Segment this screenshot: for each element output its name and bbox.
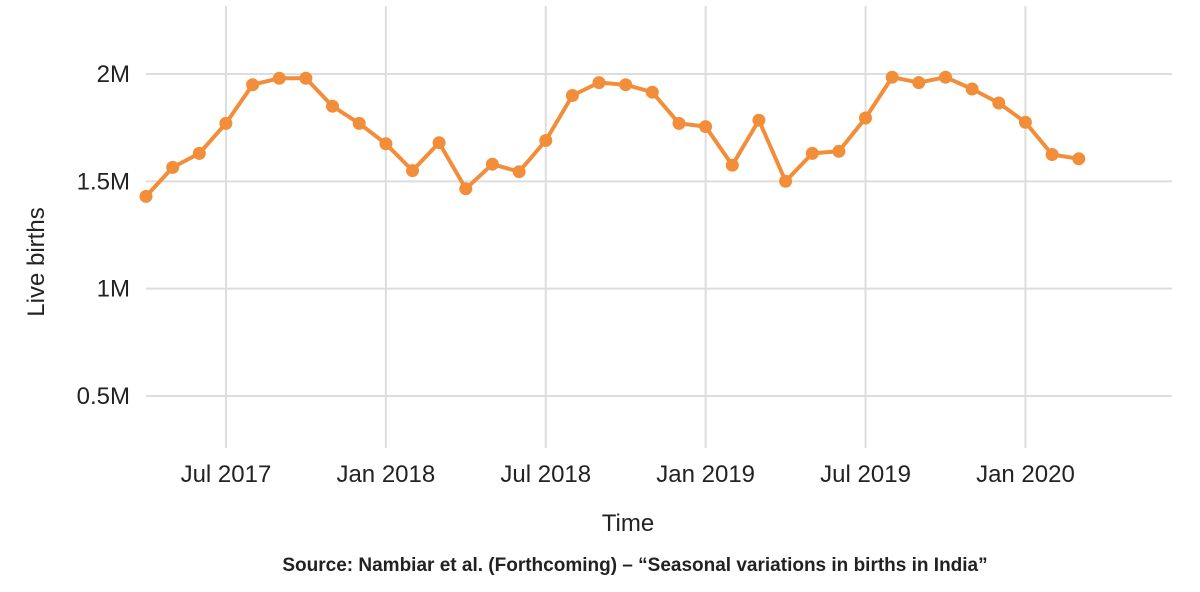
y-tick-label: 0.5M [77,383,130,410]
y-gridlines [146,73,1172,397]
data-point [672,116,686,130]
x-tick-labels: Jul 2017 Jan 2018 Jul 2018 Jan 2019 Jul 2019… [181,461,1075,488]
x-gridlines [224,6,1027,448]
data-point [619,78,633,92]
data-point [885,70,899,84]
x-tick-label: Jan 2020 [976,461,1075,488]
data-point [859,111,872,125]
data-point [805,146,819,160]
x-axis-title: Time [602,510,654,537]
data-point [565,89,579,102]
data-point [406,164,419,178]
data-point [139,189,153,203]
data-point [166,160,180,174]
data-point [1045,148,1059,161]
data-point [645,85,659,99]
data-point [219,116,233,130]
data-point [299,71,313,85]
data-point [352,116,366,130]
data-point [246,78,260,92]
data-point [992,96,1006,110]
y-tick-labels: 0.5M 1M 1.5M 2M [77,61,130,410]
data-point [779,174,793,188]
y-tick-label: 1M [97,276,130,303]
data-point [832,144,846,158]
data-point [192,146,206,160]
series-line [144,75,1081,199]
x-tick-label: Jan 2018 [336,461,435,488]
data-point [379,137,393,151]
source-note: Source: Nambiar et al. (Forthcoming) – “… [282,555,987,576]
data-point [1018,115,1032,129]
data-point [752,113,766,127]
data-point [699,120,713,134]
data-point [965,82,979,96]
x-tick-label: Jul 2017 [181,461,272,488]
data-point [485,157,499,171]
data-point [539,134,553,147]
data-point [939,70,952,84]
data-point [725,158,739,172]
y-tick-label: 2M [97,61,130,88]
data-point [912,76,926,90]
x-tick-label: Jan 2019 [656,461,755,488]
data-point [1072,152,1086,166]
data-point [592,76,606,90]
data-point [272,71,286,85]
y-tick-label: 1.5M [77,168,130,195]
x-tick-label: Jul 2018 [500,461,591,488]
data-point [512,165,526,179]
series-group [139,70,1086,203]
data-point [326,99,339,113]
data-point [459,182,473,196]
data-point [432,136,446,150]
x-tick-label: Jul 2019 [820,461,911,488]
y-axis-title: Live births [23,207,50,316]
